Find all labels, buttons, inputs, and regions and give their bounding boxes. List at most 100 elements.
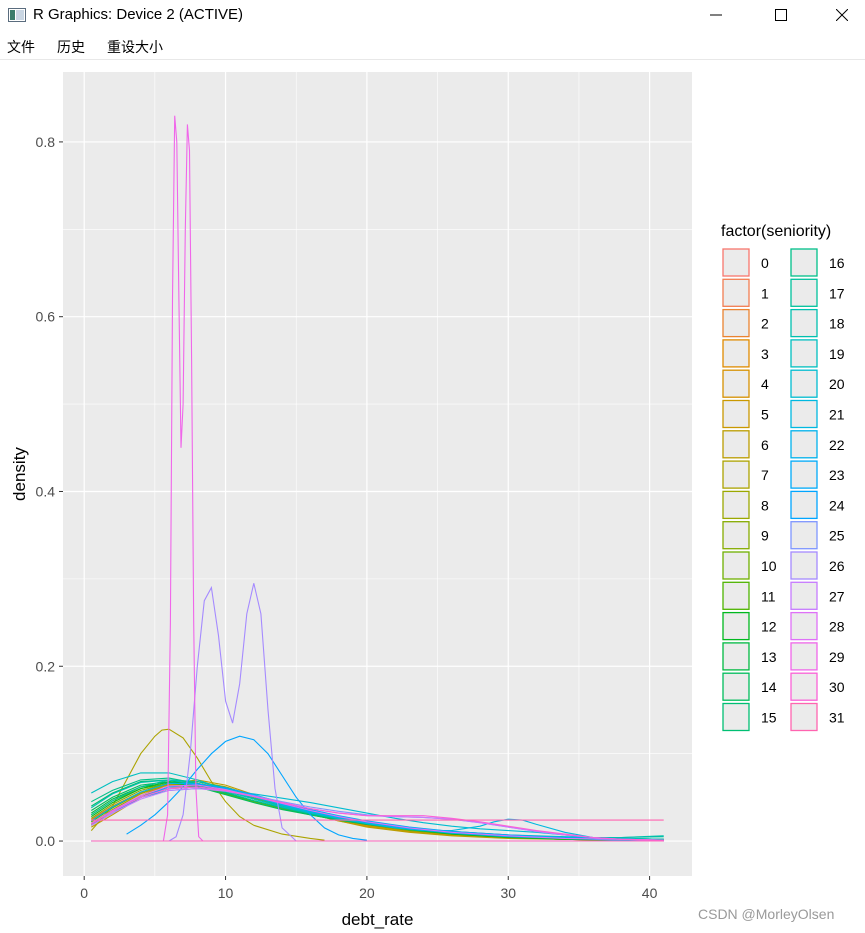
legend-label-15: 15 <box>761 710 777 726</box>
legend-key-bg <box>721 429 751 460</box>
legend-key-0 <box>722 248 750 277</box>
legend-key-bg <box>789 550 819 581</box>
close-button[interactable] <box>819 0 865 30</box>
legend-label-25: 25 <box>829 528 845 544</box>
legend-key-23 <box>790 460 818 489</box>
legend-key-11 <box>722 581 750 610</box>
legend-key-8 <box>722 490 750 520</box>
legend-key-28 <box>790 611 818 641</box>
legend-label-19: 19 <box>829 346 845 362</box>
legend-key-bg <box>789 429 819 460</box>
legend-key-12 <box>722 611 750 641</box>
maximize-icon <box>775 9 787 21</box>
legend-key-1 <box>722 278 750 307</box>
density-curve-22 <box>90 782 664 841</box>
legend-key-18 <box>790 308 818 338</box>
y-axis-title: density <box>10 447 29 501</box>
y-tick-label: 0.0 <box>36 833 56 849</box>
legend-key-bg <box>721 399 751 429</box>
legend-label-10: 10 <box>761 558 777 574</box>
legend-label-29: 29 <box>829 649 845 665</box>
legend-label-22: 22 <box>829 437 845 453</box>
legend-key-24 <box>790 490 818 520</box>
maximize-button[interactable] <box>758 0 804 30</box>
legend-key-25 <box>790 521 818 550</box>
legend-label-17: 17 <box>829 285 845 301</box>
legend-label-4: 4 <box>761 376 769 392</box>
legend-key-bg <box>721 550 751 581</box>
legend-label-8: 8 <box>761 497 769 513</box>
legend-key-7 <box>722 460 750 489</box>
legend-key-26 <box>790 551 818 580</box>
plot-panel <box>63 72 692 876</box>
legend-label-0: 0 <box>761 255 769 271</box>
legend-key-bg <box>789 580 819 611</box>
legend-key-bg <box>721 671 751 702</box>
legend-key-13 <box>722 642 750 671</box>
legend-key-bg <box>789 459 819 490</box>
legend-label-11: 11 <box>761 588 776 604</box>
density-plot: 0 10 20 30 400.00.20.40.60.8debt_ratedensity… <box>10 72 845 929</box>
legend-label-6: 6 <box>761 437 769 453</box>
legend-label-26: 26 <box>829 558 845 574</box>
legend-key-bg <box>721 277 751 308</box>
legend-key-bg <box>721 338 751 369</box>
legend-key-bg <box>789 702 819 732</box>
density-curve-24 <box>126 735 367 841</box>
legend-key-bg <box>789 641 819 672</box>
legend-key-15 <box>722 702 750 732</box>
legend-key-bg <box>721 611 751 642</box>
x-tick-label: 10 <box>218 885 234 901</box>
legend-label-31: 31 <box>829 710 845 726</box>
legend-key-bg <box>789 368 819 399</box>
legend-key-20 <box>790 369 818 398</box>
y-tick-label: 0.8 <box>36 134 56 150</box>
legend-key-bg <box>789 611 819 642</box>
legend-label-24: 24 <box>829 497 845 513</box>
minimize-button[interactable] <box>693 0 739 30</box>
legend-label-28: 28 <box>829 619 845 635</box>
menu-file[interactable]: 文件 <box>7 40 35 56</box>
legend-label-16: 16 <box>829 255 845 271</box>
legend-label-13: 13 <box>761 649 777 665</box>
legend-key-bg <box>789 277 819 308</box>
density-curve-28 <box>91 784 664 841</box>
legend-key-bg <box>721 520 751 551</box>
x-axis-title: debt_rate <box>342 910 414 929</box>
legend-key-bg <box>721 368 751 399</box>
menu-resize[interactable]: 重设大小 <box>107 40 163 56</box>
legend-key-bg <box>721 580 751 611</box>
legend-key-bg <box>789 671 819 702</box>
legend-key-bg <box>789 399 819 429</box>
legend-key-17 <box>790 278 818 307</box>
legend-key-bg <box>721 459 751 490</box>
density-curve-26 <box>168 583 297 842</box>
legend-key-bg <box>721 641 751 672</box>
legend-key-3 <box>722 339 750 368</box>
legend-label-18: 18 <box>829 316 845 332</box>
legend-label-1: 1 <box>761 285 769 301</box>
y-tick-label: 0.6 <box>36 309 56 325</box>
legend-key-bg <box>721 489 751 520</box>
watermark: CSDN @MorleyOlsen <box>698 906 835 922</box>
legend-label-12: 12 <box>761 619 777 635</box>
r-graphics-app-icon <box>8 8 26 22</box>
legend-key-bg <box>721 247 751 278</box>
legend-label-9: 9 <box>761 528 769 544</box>
legend-key-bg <box>789 247 819 278</box>
legend-key-bg <box>789 489 819 520</box>
legend-label-20: 20 <box>829 376 845 392</box>
y-tick-label: 0.4 <box>36 483 56 499</box>
legend-key-29 <box>790 642 818 671</box>
x-tick-label: 40 <box>642 885 658 901</box>
x-tick-label: 0 <box>80 885 88 901</box>
legend-key-2 <box>722 308 750 338</box>
legend-title: factor(seniority) <box>721 223 831 240</box>
legend-key-5 <box>722 399 750 429</box>
legend-label-14: 14 <box>761 679 777 695</box>
legend-key-bg <box>789 520 819 551</box>
menu-history[interactable]: 历史 <box>57 40 85 56</box>
x-tick-label: 30 <box>500 885 516 901</box>
legend-key-16 <box>790 248 818 277</box>
legend-key-10 <box>722 551 750 580</box>
